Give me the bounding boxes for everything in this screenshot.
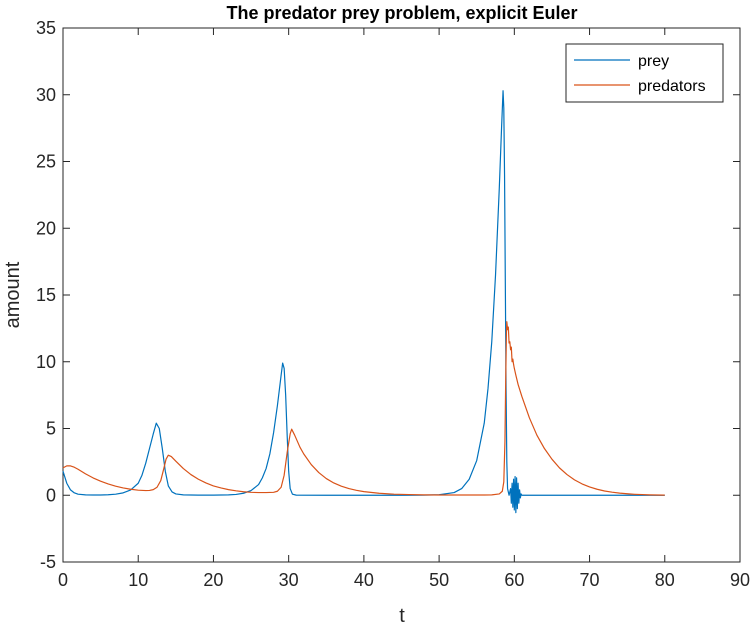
y-tick-label: 35 (36, 18, 56, 38)
y-tick-label: 0 (46, 485, 56, 505)
x-tick-label: 70 (580, 570, 600, 590)
y-tick-label: 15 (36, 285, 56, 305)
y-tick-label: 5 (46, 419, 56, 439)
x-tick-label: 0 (58, 570, 68, 590)
axes-box (62, 27, 741, 563)
legend-label: prey (638, 53, 669, 70)
chart-title: The predator prey problem, explicit Eule… (226, 3, 577, 23)
x-tick-label: 20 (203, 570, 223, 590)
y-tick-label: 30 (36, 85, 56, 105)
x-tick-label: 90 (730, 570, 750, 590)
x-tick-label: 80 (655, 570, 675, 590)
legend-box (565, 43, 724, 103)
x-axis-label: t (399, 605, 405, 626)
y-axis-label: amount (2, 261, 24, 328)
x-tick-label: 10 (128, 570, 148, 590)
series-line-predators (62, 321, 665, 496)
legend-label: predators (638, 78, 706, 95)
y-tick-label: 25 (36, 152, 56, 172)
x-tick-label: 50 (429, 570, 449, 590)
x-tick-label: 40 (354, 570, 374, 590)
y-tick-label: -5 (40, 552, 56, 572)
series-line-prey (62, 90, 665, 514)
x-tick-label: 60 (504, 570, 524, 590)
y-tick-label: 20 (36, 218, 56, 238)
x-tick-label: 30 (279, 570, 299, 590)
y-tick-label: 10 (36, 352, 56, 372)
legend: prey predators (565, 43, 724, 103)
